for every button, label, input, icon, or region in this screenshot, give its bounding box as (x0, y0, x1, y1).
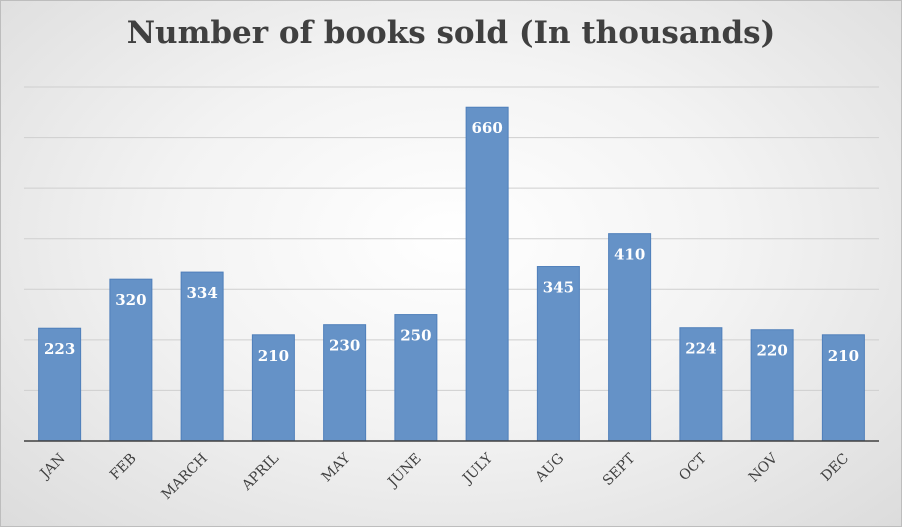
bar-value-label: 660 (471, 119, 502, 137)
x-tick-label: JAN (36, 451, 69, 484)
bar (251, 334, 295, 442)
bar (679, 327, 723, 442)
bar-value-label: 250 (400, 327, 431, 345)
bar (109, 278, 153, 442)
bar-value-label: 210 (258, 347, 289, 365)
x-tick-label: OCT (676, 450, 710, 484)
bar (38, 327, 82, 442)
x-tick-label: MARCH (159, 451, 211, 503)
bar-value-label: 224 (685, 340, 716, 358)
x-tick-label: SEPT (600, 450, 639, 489)
bar-value-label: 220 (756, 342, 787, 360)
x-tick-label: APRIL (238, 451, 282, 495)
x-tick-label: MAY (319, 450, 354, 485)
bar-value-label: 210 (828, 347, 859, 365)
x-tick-label: JULY (458, 450, 496, 488)
bar-value-label: 223 (44, 340, 75, 358)
x-tick-label: NOV (746, 450, 782, 486)
bar (536, 266, 580, 442)
chart-title: Number of books sold (In thousands) (126, 15, 776, 51)
bar (394, 314, 438, 442)
bar-value-label: 410 (614, 246, 645, 264)
bar (821, 334, 865, 442)
bar-value-label: 320 (115, 291, 146, 309)
x-tick-label: AUG (532, 451, 567, 486)
bar (323, 324, 367, 442)
x-tick-label: JUNE (384, 451, 425, 492)
x-tick-label: DEC (818, 451, 852, 485)
bar (608, 233, 652, 442)
bar-value-label: 230 (329, 337, 360, 355)
bar-value-label: 345 (543, 279, 574, 297)
bar (750, 329, 794, 442)
x-tick-label: FEB (107, 451, 140, 484)
bar-value-label: 334 (186, 284, 217, 302)
bar (465, 106, 509, 442)
